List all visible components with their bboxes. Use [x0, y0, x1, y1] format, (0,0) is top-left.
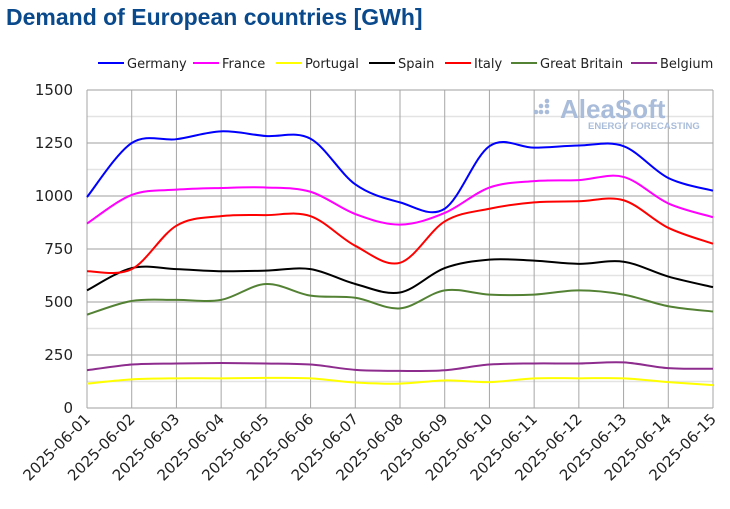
y-tick-label: 1500	[35, 81, 73, 99]
watermark-tagline: ENERGY FORECASTING	[588, 121, 700, 132]
series-line-belgium	[86, 361, 714, 373]
legend-label-great-britain: Great Britain	[540, 57, 623, 72]
watermark-logo-dot	[544, 109, 550, 115]
y-tick-label: 500	[44, 293, 73, 311]
watermark-logo: AleaSoft	[560, 94, 666, 124]
legend-label-france: France	[222, 57, 265, 72]
watermark-logo-dot	[538, 109, 544, 115]
series-line-spain	[86, 258, 714, 295]
y-tick-label: 750	[44, 240, 73, 258]
series-line-france	[86, 174, 714, 226]
watermark-logo-dot	[544, 98, 550, 104]
series-line-germany	[86, 130, 714, 214]
legend-label-germany: Germany	[127, 57, 187, 72]
series-line-portugal	[86, 376, 714, 387]
legend-label-spain: Spain	[398, 57, 434, 72]
series-line-italy	[86, 197, 714, 275]
watermark-logo-dot	[533, 109, 539, 115]
chart-title: Demand of European countries [GWh]	[6, 4, 423, 30]
watermark-logo-dot	[538, 103, 544, 109]
legend-label-portugal: Portugal	[305, 57, 359, 72]
series-line-great-britain	[86, 282, 714, 316]
y-tick-label: 1000	[35, 187, 73, 205]
y-tick-label: 0	[63, 399, 73, 417]
watermark-logo-dot	[544, 103, 550, 109]
legend-label-italy: Italy	[474, 57, 503, 72]
legend-label-belgium: Belgium	[660, 57, 713, 72]
y-tick-label: 1250	[35, 134, 73, 152]
y-tick-label: 250	[44, 346, 73, 364]
